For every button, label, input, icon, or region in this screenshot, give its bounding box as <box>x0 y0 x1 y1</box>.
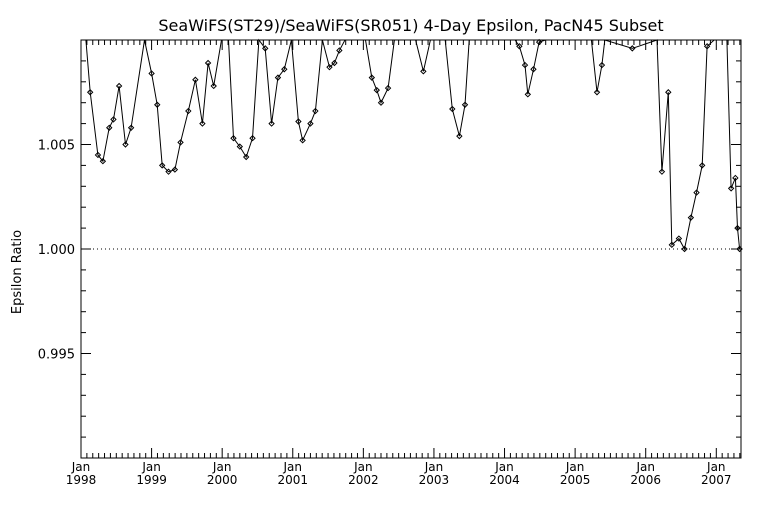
data-point <box>629 45 636 52</box>
data-point <box>171 166 179 173</box>
plot-frame <box>80 39 742 459</box>
x-tick-label: Jan 1999 <box>136 460 167 487</box>
data-point <box>268 120 275 127</box>
data-point <box>693 189 700 196</box>
data-point <box>165 168 172 175</box>
data-point <box>326 63 333 71</box>
y-tick-label: 1.000 <box>38 243 75 258</box>
data-point <box>461 101 469 108</box>
data-point <box>99 158 107 165</box>
data-point <box>420 68 427 75</box>
data-point <box>368 74 376 81</box>
x-axis-ticks: Jan 1998 Jan 1999 Jan 2000 Jan 2001 Jan 2002 Jan 20… <box>66 40 741 487</box>
data-point <box>242 153 250 161</box>
x-tick-label: Jan 2007 <box>701 460 732 487</box>
data-point <box>192 76 199 83</box>
data-point <box>687 214 695 221</box>
data-point <box>535 38 543 46</box>
x-tick-label: Jan 2000 <box>207 460 238 487</box>
data-point <box>236 143 244 150</box>
data-point <box>94 151 102 159</box>
x-tick-label: Jan 2001 <box>277 460 308 487</box>
data-point <box>524 91 532 98</box>
data-point <box>598 61 606 69</box>
data-point <box>336 47 343 54</box>
data-point <box>295 118 302 125</box>
y-tick-label: 1.005 <box>38 139 75 154</box>
data-point <box>668 241 676 249</box>
data-point <box>665 89 672 96</box>
x-tick-label: Jan 2003 <box>419 460 450 487</box>
y-axis-label: Epsilon Ratio <box>10 230 25 314</box>
data-point <box>521 61 529 69</box>
data-point <box>681 245 688 253</box>
data-point <box>106 124 113 131</box>
data-point <box>516 43 523 50</box>
data-point <box>593 89 601 96</box>
data-point <box>249 135 256 142</box>
data-point <box>148 70 155 77</box>
data-point <box>154 101 161 108</box>
data-point <box>449 105 456 113</box>
data-point <box>158 162 166 169</box>
data-point <box>262 45 269 52</box>
data-point <box>698 162 706 169</box>
chart-title: SeaWiFS(ST29)/SeaWiFS(SR051) 4-Day Epsil… <box>158 16 663 35</box>
data-point <box>210 82 217 90</box>
data-point <box>86 89 94 96</box>
data-point <box>456 132 463 140</box>
x-tick-label: Jan 2004 <box>489 460 520 487</box>
data-point <box>115 82 123 90</box>
data-point <box>377 99 385 106</box>
data-point <box>122 141 129 148</box>
x-tick-label: Jan 2002 <box>348 460 379 487</box>
data-point <box>530 66 537 73</box>
series-line <box>85 38 741 251</box>
data-point <box>736 245 743 253</box>
data-point <box>307 120 314 127</box>
data-point <box>312 107 319 115</box>
data-point <box>373 86 380 94</box>
data-point <box>281 66 288 73</box>
x-tick-label: Jan 2006 <box>630 460 661 487</box>
data-point <box>734 224 741 232</box>
data-point <box>675 235 683 242</box>
data-point <box>185 107 192 115</box>
data-point <box>274 74 282 81</box>
data-point <box>331 59 338 67</box>
data-point <box>127 124 135 131</box>
y-axis-ticks: 0.995 1.000 1.005 <box>38 139 741 363</box>
data-point <box>199 120 206 127</box>
data-point <box>732 174 739 182</box>
data-point <box>703 43 711 50</box>
data-point <box>658 168 666 175</box>
data-point <box>299 137 306 144</box>
data-point <box>177 139 184 146</box>
x-tick-label: Jan 2005 <box>560 460 591 487</box>
data-point <box>230 135 237 142</box>
data-point <box>384 84 392 92</box>
data-point <box>204 59 212 67</box>
y-tick-label: 0.995 <box>38 348 75 363</box>
x-tick-label: Jan 1998 <box>66 460 97 487</box>
data-series <box>85 38 743 253</box>
data-point <box>110 116 117 123</box>
y-minor-ticks <box>81 39 741 459</box>
data-point <box>727 185 735 192</box>
